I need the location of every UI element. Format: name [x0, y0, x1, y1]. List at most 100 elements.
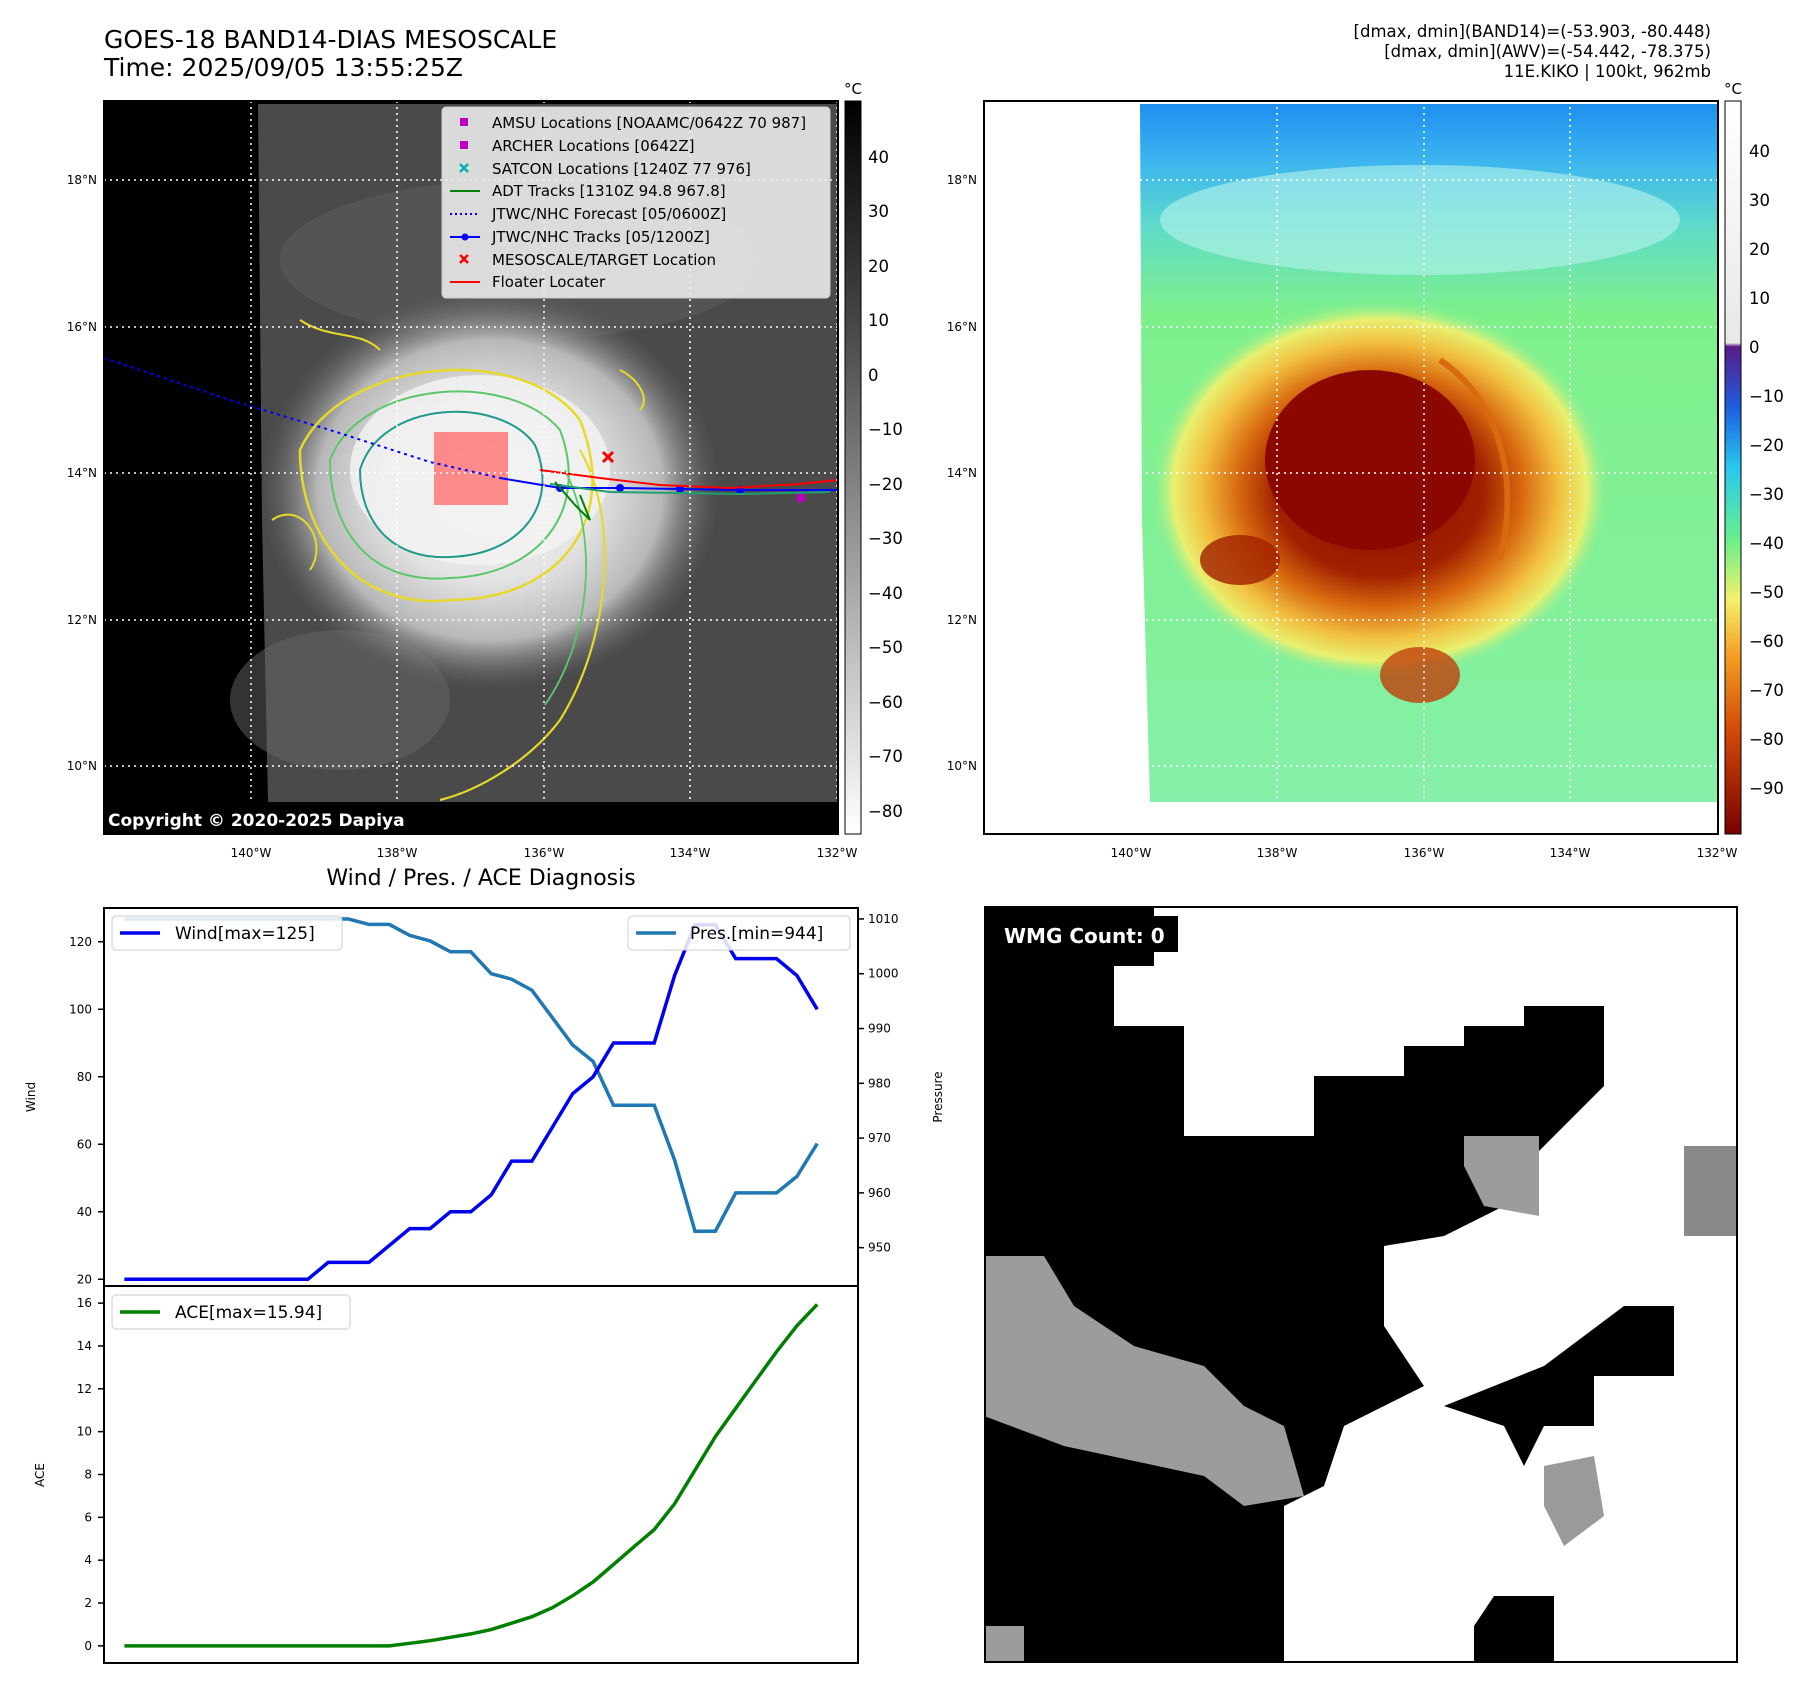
wind-axis-label: Wind	[24, 1082, 38, 1112]
target-marker	[601, 450, 615, 464]
pressure-axis-label: Pressure	[931, 1071, 945, 1122]
figure-title-line2: Time: 2025/09/05 13:55:25Z	[104, 53, 463, 82]
band14-colorbar	[844, 100, 862, 835]
svg-text:−30: −30	[1749, 485, 1784, 504]
wmg-region-white	[1284, 1086, 1738, 1663]
ace-series-line	[124, 1303, 819, 1648]
awv-colorbar	[1724, 100, 1742, 835]
figure-title: GOES-18 BAND14-DIAS MESOSCALE Time: 2025/…	[104, 26, 557, 82]
pressure-tick-label: 1010	[868, 912, 899, 926]
stats-awv: [dmax, dmin](AWV)=(-54.442, -78.375)	[1384, 42, 1711, 61]
pressure-legend-label: Pres.[min=944]	[690, 924, 823, 944]
lat-label: 18°N	[67, 173, 97, 187]
svg-text:−60: −60	[1749, 632, 1784, 651]
contour-teal	[358, 410, 544, 559]
lat-label: 18°N	[947, 173, 977, 187]
wind-legend: Wind[max=125]	[111, 915, 343, 951]
contour-yellow	[298, 368, 594, 603]
svg-text:−10: −10	[868, 420, 903, 439]
adt-track	[554, 481, 591, 521]
ace-legend: ACE[max=15.94]	[111, 1294, 351, 1330]
svg-text:−50: −50	[1749, 583, 1784, 602]
ace-ticks: 0 2 4 6 8 10 12 14 16	[77, 1296, 104, 1653]
svg-text:30: 30	[868, 202, 889, 221]
lat-label: 12°N	[67, 613, 97, 627]
wind-tick-label: 40	[77, 1205, 92, 1219]
wind-tick-label: 60	[77, 1137, 92, 1151]
svg-text:−90: −90	[1749, 779, 1784, 798]
stats-band14: [dmax, dmin](BAND14)=(-53.903, -80.448)	[1353, 22, 1711, 41]
jtwc-best-track	[499, 477, 838, 491]
lat-label: 16°N	[67, 320, 97, 334]
lon-label: 134°W	[670, 846, 711, 860]
wind-ticks: 20 40 60 80 100 120	[69, 935, 104, 1286]
legend-satcon: SATCON Locations [1240Z 77 976]	[492, 160, 751, 178]
copyright-text: Copyright © 2020-2025 Dapiya	[108, 811, 405, 831]
svg-text:0: 0	[1749, 338, 1760, 357]
ace-tick-label: 14	[77, 1339, 92, 1353]
legend-archer: ARCHER Locations [0642Z]	[492, 137, 695, 155]
lat-label: 10°N	[67, 759, 97, 773]
lon-label: 132°W	[817, 846, 858, 860]
wmg-region-white	[1114, 906, 1738, 1136]
ace-axis-label: ACE	[33, 1463, 47, 1487]
awv-colorbar-ticks: 40 30 20 10 0 −10 −20 −30 −40 −50 −60 −7…	[1749, 142, 1784, 798]
lat-label: 12°N	[947, 613, 977, 627]
svg-text:−50: −50	[868, 638, 903, 657]
wind-legend-label: Wind[max=125]	[175, 924, 315, 944]
figure-title-line1: GOES-18 BAND14-DIAS MESOSCALE	[104, 25, 558, 54]
svg-text:40: 40	[868, 148, 889, 167]
svg-text:−40: −40	[868, 584, 903, 603]
legend-target: MESOSCALE/TARGET Location	[492, 251, 716, 269]
svg-text:20: 20	[868, 257, 889, 276]
legend-adt: ADT Tracks [1310Z 94.8 967.8]	[492, 182, 726, 200]
ace-legend-label: ACE[max=15.94]	[175, 1303, 322, 1323]
lon-label: 138°W	[1257, 846, 1298, 860]
wmg-region-gray	[984, 1256, 1304, 1506]
storm-info: 11E.KIKO | 100kt, 962mb	[1503, 62, 1711, 81]
lon-label: 138°W	[377, 846, 418, 860]
wind-tick-label: 100	[69, 1002, 92, 1016]
svg-text:−30: −30	[868, 529, 903, 548]
ace-axes	[103, 1285, 859, 1664]
svg-text:−10: −10	[1749, 387, 1784, 406]
legend-jtwc-forecast: JTWC/NHC Forecast [05/0600Z]	[491, 205, 726, 223]
svg-text:−40: −40	[1749, 534, 1784, 553]
svg-text:−20: −20	[868, 475, 903, 494]
band14-map-panel: Copyright © 2020-2025 Dapiya AMSU Locati…	[67, 80, 1784, 860]
ace-tick-label: 12	[77, 1382, 92, 1396]
ace-tick-label: 2	[84, 1596, 92, 1610]
ace-tick-label: 0	[84, 1639, 92, 1653]
svg-text:−60: −60	[868, 693, 903, 712]
ace-tick-label: 6	[84, 1510, 92, 1524]
lat-label: 14°N	[947, 466, 977, 480]
legend-jtwc-tracks: JTWC/NHC Tracks [05/1200Z]	[491, 228, 710, 246]
wind-tick-label: 20	[77, 1272, 92, 1286]
colorbar-unit: °C	[1724, 80, 1742, 98]
lon-label: 136°W	[524, 846, 565, 860]
svg-text:10: 10	[1749, 289, 1770, 308]
lon-label: 136°W	[1404, 846, 1445, 860]
wind-tick-label: 80	[77, 1070, 92, 1084]
band14-colorbar-ticks: 40 30 20 10 0 −10 −20 −30 −40 −50 −60 −7…	[868, 148, 903, 821]
wind-tick-label: 120	[69, 935, 92, 949]
amsu-marker	[797, 494, 805, 502]
pressure-ticks: 950 960 970 980 990 1000 1010	[858, 912, 899, 1255]
floater-locater-track	[539, 469, 838, 490]
pressure-tick-label: 990	[868, 1022, 891, 1036]
stats-block: [dmax, dmin](BAND14)=(-53.903, -80.448) …	[1354, 22, 1711, 82]
svg-text:20: 20	[1749, 240, 1770, 259]
svg-text:−70: −70	[1749, 681, 1784, 700]
svg-text:30: 30	[1749, 191, 1770, 210]
mesoscale-target-box	[434, 432, 508, 505]
pressure-tick-label: 950	[868, 1241, 891, 1255]
svg-text:−20: −20	[1749, 436, 1784, 455]
wmg-count-label: WMG Count: 0	[1004, 924, 1165, 948]
wind-pressure-axes	[103, 907, 859, 1287]
pressure-tick-label: 1000	[868, 967, 899, 981]
legend-floater: Floater Locater	[492, 273, 606, 291]
svg-text:−70: −70	[868, 747, 903, 766]
ace-tick-label: 10	[77, 1425, 92, 1439]
legend-amsu: AMSU Locations [NOAAMC/0642Z 70 987]	[492, 114, 806, 132]
pressure-tick-label: 980	[868, 1076, 891, 1090]
